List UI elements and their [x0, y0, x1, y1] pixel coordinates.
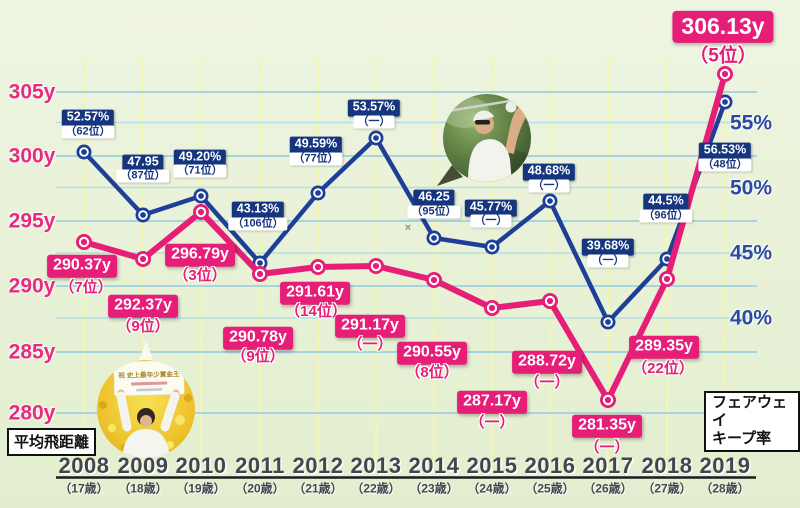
celebration-photo: 祝 史上最年少賞金王 — [97, 341, 195, 458]
fairway-keep-series — [76, 94, 733, 330]
line-dist — [81, 71, 728, 403]
celebration-sign-text: 祝 史上最年少賞金王 — [118, 369, 180, 380]
legend-keep-line2: キープ率 — [712, 430, 772, 447]
legend-distance-label: 平均飛距離 — [14, 434, 90, 451]
golf-club-icon — [443, 98, 517, 114]
stray-cross-mark: × — [404, 222, 412, 234]
golfer-photo — [437, 94, 531, 186]
golfer-photo-tail — [437, 165, 463, 186]
legend-fairway-keep: フェアウェイ キープ率 — [704, 391, 800, 452]
legend-keep-line1: フェアウェイ — [712, 394, 788, 429]
driving-distance-series — [76, 66, 733, 408]
celebration-photo-tail — [138, 341, 154, 363]
line-keep — [81, 99, 728, 325]
legend-average-distance: 平均飛距離 — [7, 428, 97, 456]
sunglasses-icon — [475, 120, 490, 125]
